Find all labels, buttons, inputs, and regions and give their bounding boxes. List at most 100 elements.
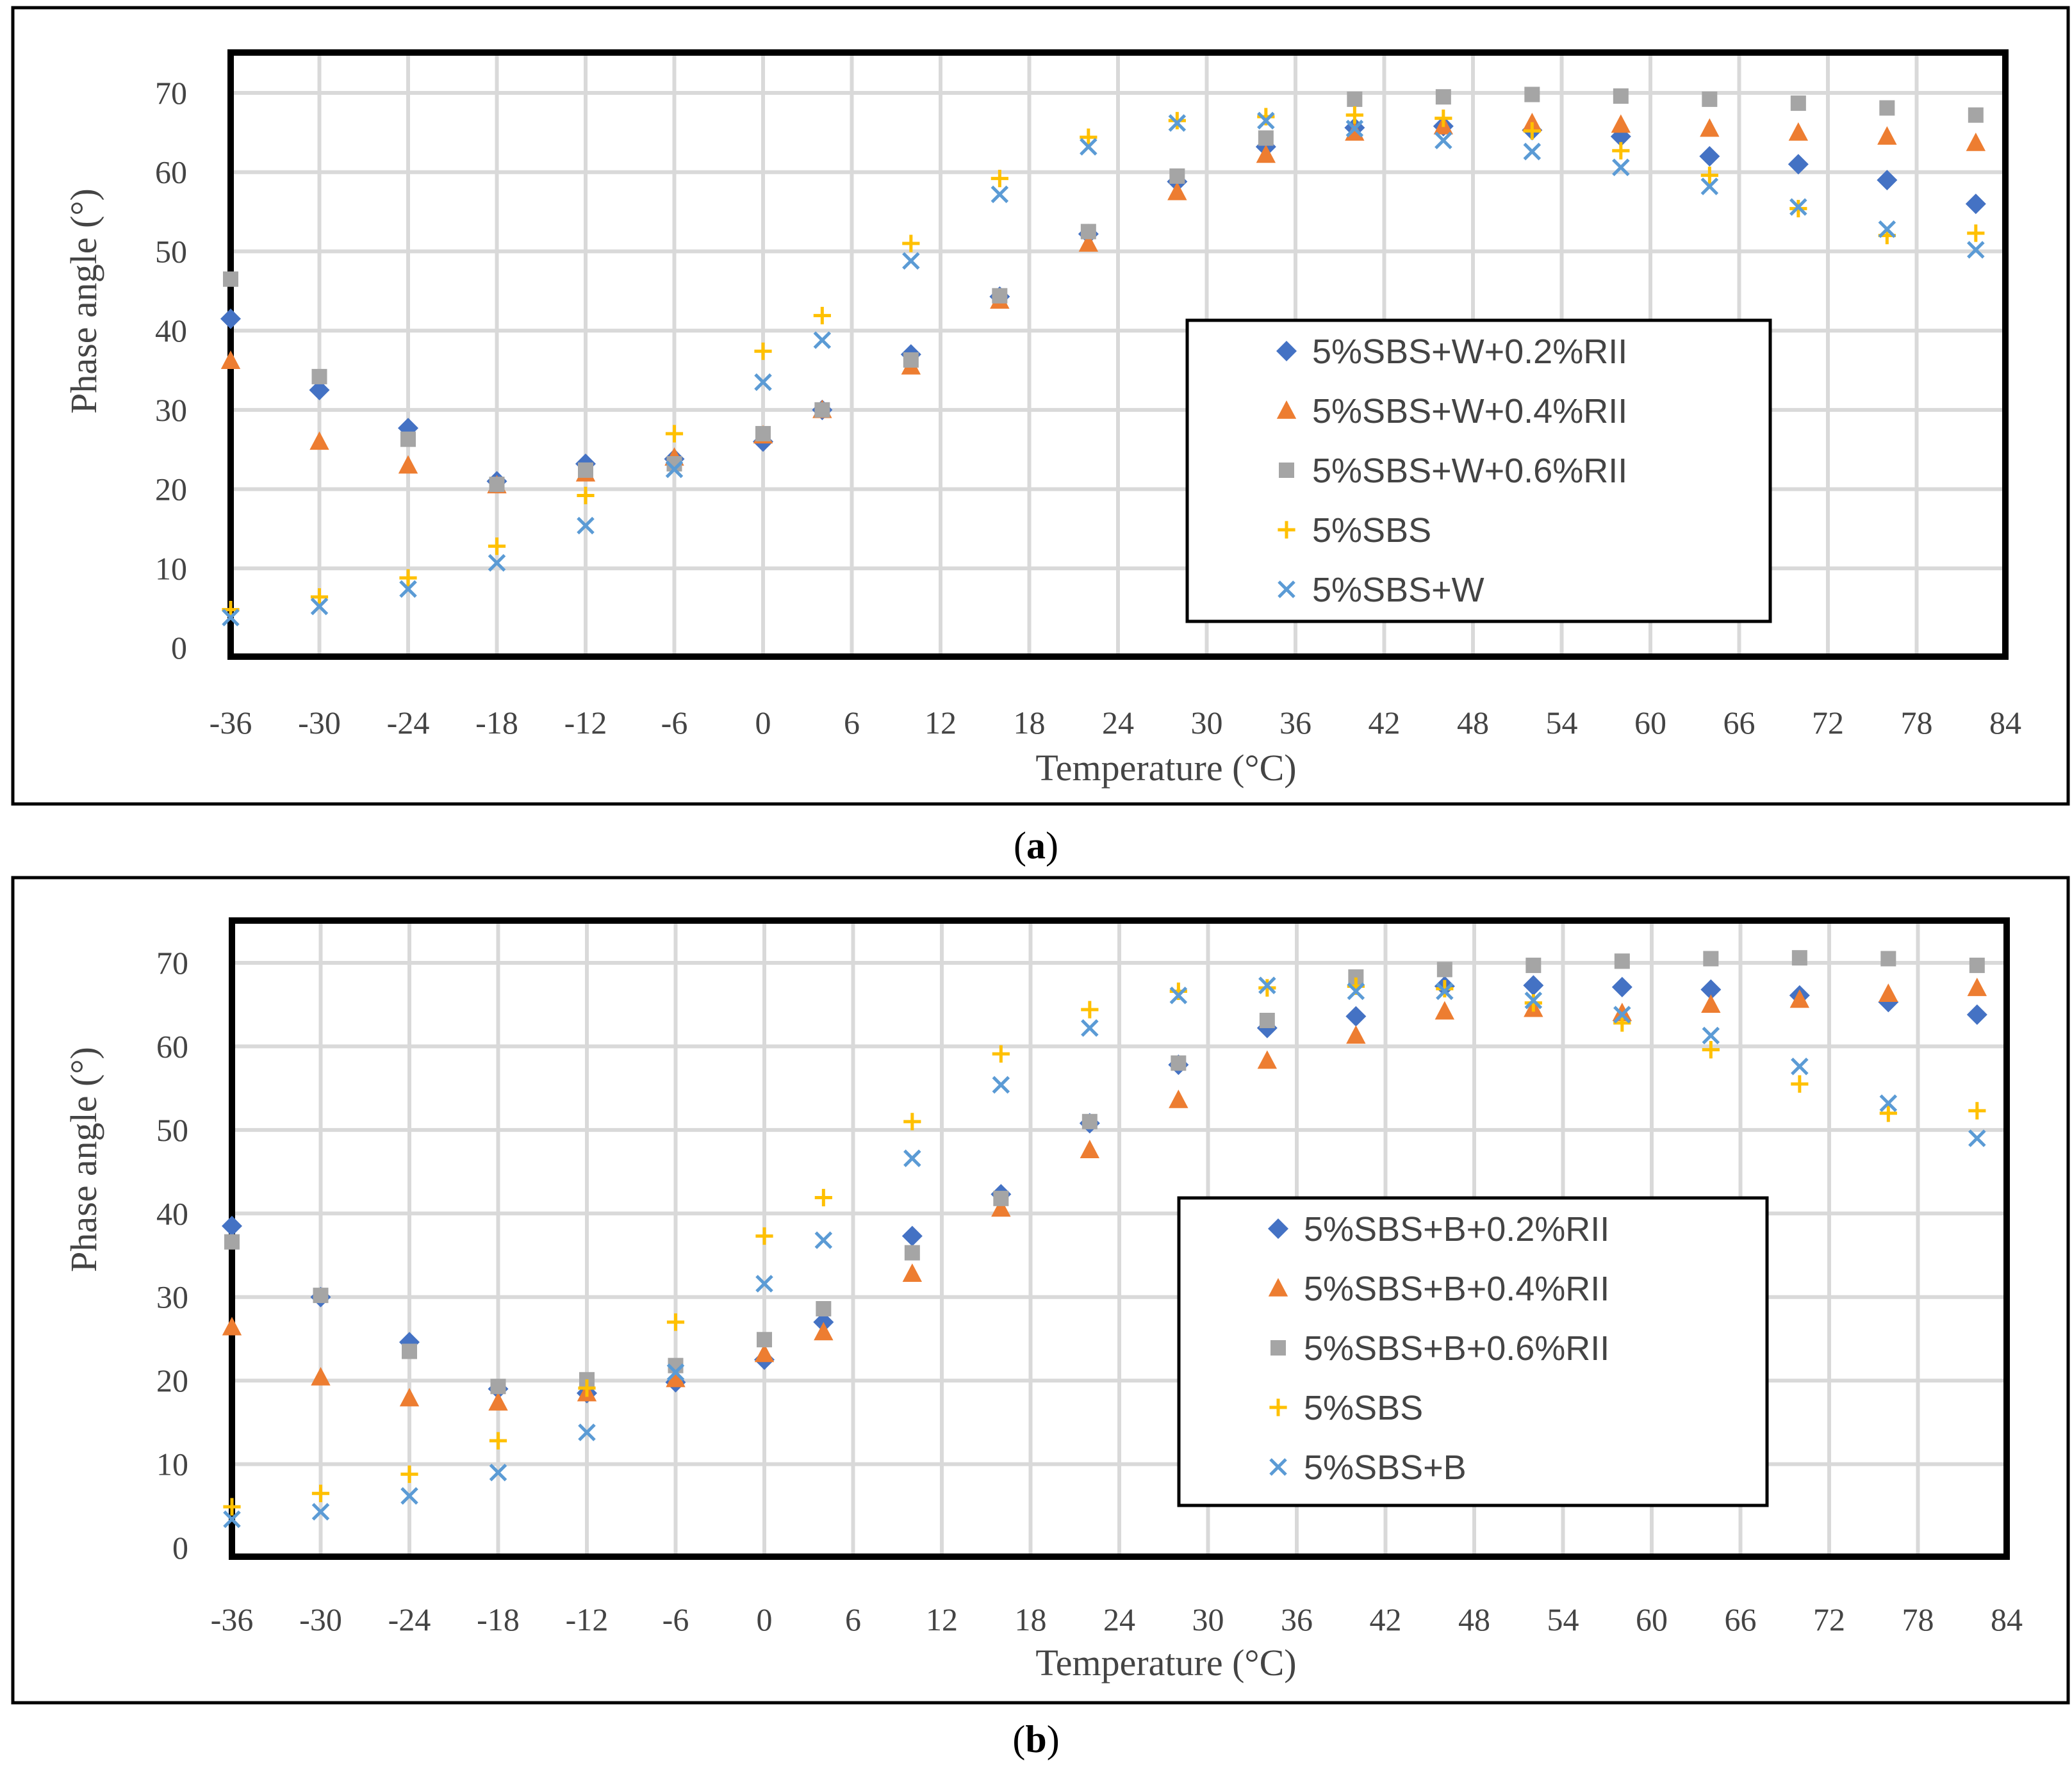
panel-a-data-point <box>813 331 832 349</box>
panel-a-x-tick-label: -30 <box>298 705 341 741</box>
panel-b-x-tick-label: 72 <box>1813 1602 1845 1637</box>
panel-b-data-point <box>489 1463 507 1482</box>
panel-b-x-tick-label: 12 <box>926 1602 958 1637</box>
panel-a-x-tick-label: -24 <box>387 705 430 741</box>
panel-a-x-tick-label: 78 <box>1901 705 1933 741</box>
panel-a-data-point <box>902 252 920 270</box>
panel-a-legend-label: 5%SBS <box>1312 511 1431 550</box>
panel-b-data-point <box>1081 1113 1098 1129</box>
panel-b-data-point <box>1702 1026 1720 1045</box>
panel-b-data-point <box>1169 987 1188 1004</box>
panel-a-data-point <box>1613 88 1629 104</box>
panel-a-data-point <box>310 597 329 616</box>
panel-b-data-point <box>1169 1089 1188 1108</box>
panel-a-data-point <box>1435 109 1452 127</box>
panel-a-data-point <box>1879 100 1895 116</box>
panel-b-data-point <box>1525 957 1542 973</box>
panel-b-data-point <box>1702 1041 1720 1059</box>
panel-b-legend-label: 5%SBS+B <box>1304 1448 1467 1487</box>
panel-b-data-point <box>1879 983 1898 1003</box>
panel-a-data-point <box>1523 122 1541 140</box>
panel-b-series-3 <box>224 950 1985 1395</box>
panel-a-x-axis-label: Temperature (°C) <box>1035 747 1296 789</box>
panel-a-legend-label: 5%SBS+W+0.4%RII <box>1312 392 1627 430</box>
panel-a-data-point <box>1256 144 1276 163</box>
panel-a-data-point <box>578 462 593 478</box>
panel-b-data-point <box>1524 991 1543 1010</box>
panel-a-legend-marker <box>1279 463 1294 478</box>
panel-b-x-tick-label: 42 <box>1370 1602 1402 1637</box>
panel-b-data-point <box>1613 1014 1631 1032</box>
panel-b-y-tick-label: 60 <box>156 1028 188 1064</box>
panel-b-data-point <box>991 1198 1011 1217</box>
panel-a-data-point <box>1078 233 1099 252</box>
panel-a-data-point <box>1168 114 1187 132</box>
panel-b-data-point <box>1347 982 1365 1001</box>
panel-b-legend-marker <box>1269 1398 1287 1416</box>
panel-a-caption: (a) <box>1014 824 1058 867</box>
panel-b-data-point <box>1613 1006 1631 1024</box>
panel-b-data-point <box>902 1263 923 1282</box>
panel-b: 0 10 20 30 40 50 60 70 -36 -30 -24 -18 -12 -6 0 6 12 18 2… <box>11 876 2070 1705</box>
panel-a-series-5 <box>222 111 1985 627</box>
panel-a-legend-label: 5%SBS+W+0.6%RII <box>1312 452 1627 490</box>
panel-a-legend-marker <box>1278 580 1295 598</box>
panel-a-data-point <box>1700 167 1718 184</box>
panel-a-data-point <box>665 460 684 479</box>
panel-b-data-point <box>490 1379 506 1395</box>
panel-a-x-tick-label: -6 <box>661 705 688 741</box>
panel-a-legend-marker <box>1276 400 1297 419</box>
panel-b-x-tick-label: 24 <box>1103 1602 1135 1637</box>
panel-b-data-point <box>1524 994 1542 1012</box>
panel-b-series-4 <box>223 977 1986 1516</box>
panel-a-x-tick-label: 24 <box>1102 705 1134 741</box>
panel-a-data-point <box>754 373 772 391</box>
panel-a-data-point <box>814 402 830 418</box>
panel-a-data-point <box>1788 154 1809 175</box>
panel-a-data-point <box>902 234 920 252</box>
panel-b-y-tick-label: 50 <box>156 1112 188 1148</box>
panel-b-data-point <box>1612 1003 1632 1022</box>
panel-b-legend-marker <box>1270 1340 1286 1356</box>
panel-a-x-tick-label: -36 <box>210 705 252 741</box>
panel-b-data-point <box>1703 951 1719 967</box>
panel-a-data-point <box>1790 95 1806 111</box>
panel-b-x-tick-label: 36 <box>1281 1602 1313 1637</box>
panel-a-data-point <box>1611 114 1631 133</box>
panel-a-data-point <box>1258 130 1274 146</box>
panel-a-x-ticks: -36 -30 -24 -18 -12 -6 0 6 12 18 24 30 36 42 48 54 60 66 7… <box>210 705 2021 741</box>
panel-a-x-tick-label: 42 <box>1369 705 1401 741</box>
panel-a-y-tick-label: 20 <box>155 471 187 507</box>
panel-a-data-point <box>813 307 831 325</box>
panel-a-series-3 <box>223 86 1984 493</box>
panel-b-data-point <box>1967 978 1987 996</box>
panel-b-data-point <box>1879 1104 1897 1122</box>
panel-a-data-point <box>1877 170 1898 191</box>
panel-a-data-point <box>311 368 327 384</box>
panel-b-series-5 <box>223 976 1986 1528</box>
panel-a-data-point <box>1966 132 1986 151</box>
panel-b-data-point <box>1968 1129 1986 1147</box>
panel-a-data-point <box>1968 107 1984 123</box>
panel-b-data-point <box>1345 1006 1367 1027</box>
panel-a-y-axis-label: Phase angle (°) <box>63 188 104 414</box>
panel-a-points <box>220 86 1986 627</box>
panel-b-data-point <box>1700 979 1722 1000</box>
panel-b-x-tick-label: -36 <box>211 1602 254 1637</box>
panel-a-x-tick-label: 72 <box>1812 705 1844 741</box>
panel-b-data-point <box>313 1288 329 1304</box>
panel-a-x-tick-label: -18 <box>475 705 518 741</box>
panel-b-x-tick-label: 6 <box>845 1602 861 1637</box>
panel-a-legend-label: 5%SBS+W+0.2%RII <box>1312 332 1627 371</box>
panel-b-data-point <box>1966 1004 1987 1025</box>
panel-a-x-tick-label: -12 <box>564 705 607 741</box>
panel-b-data-point <box>814 1188 832 1207</box>
panel-b-data-point <box>1346 1025 1366 1044</box>
panel-a-data-point <box>489 477 505 493</box>
panel-a-data-point <box>577 516 595 535</box>
panel-b-data-point <box>222 1316 242 1336</box>
panel-a-data-point <box>1523 142 1542 161</box>
panel-b-x-tick-label: 54 <box>1547 1602 1579 1637</box>
panel-b-series-2 <box>222 978 1987 1411</box>
panel-b-data-point <box>1258 979 1276 997</box>
